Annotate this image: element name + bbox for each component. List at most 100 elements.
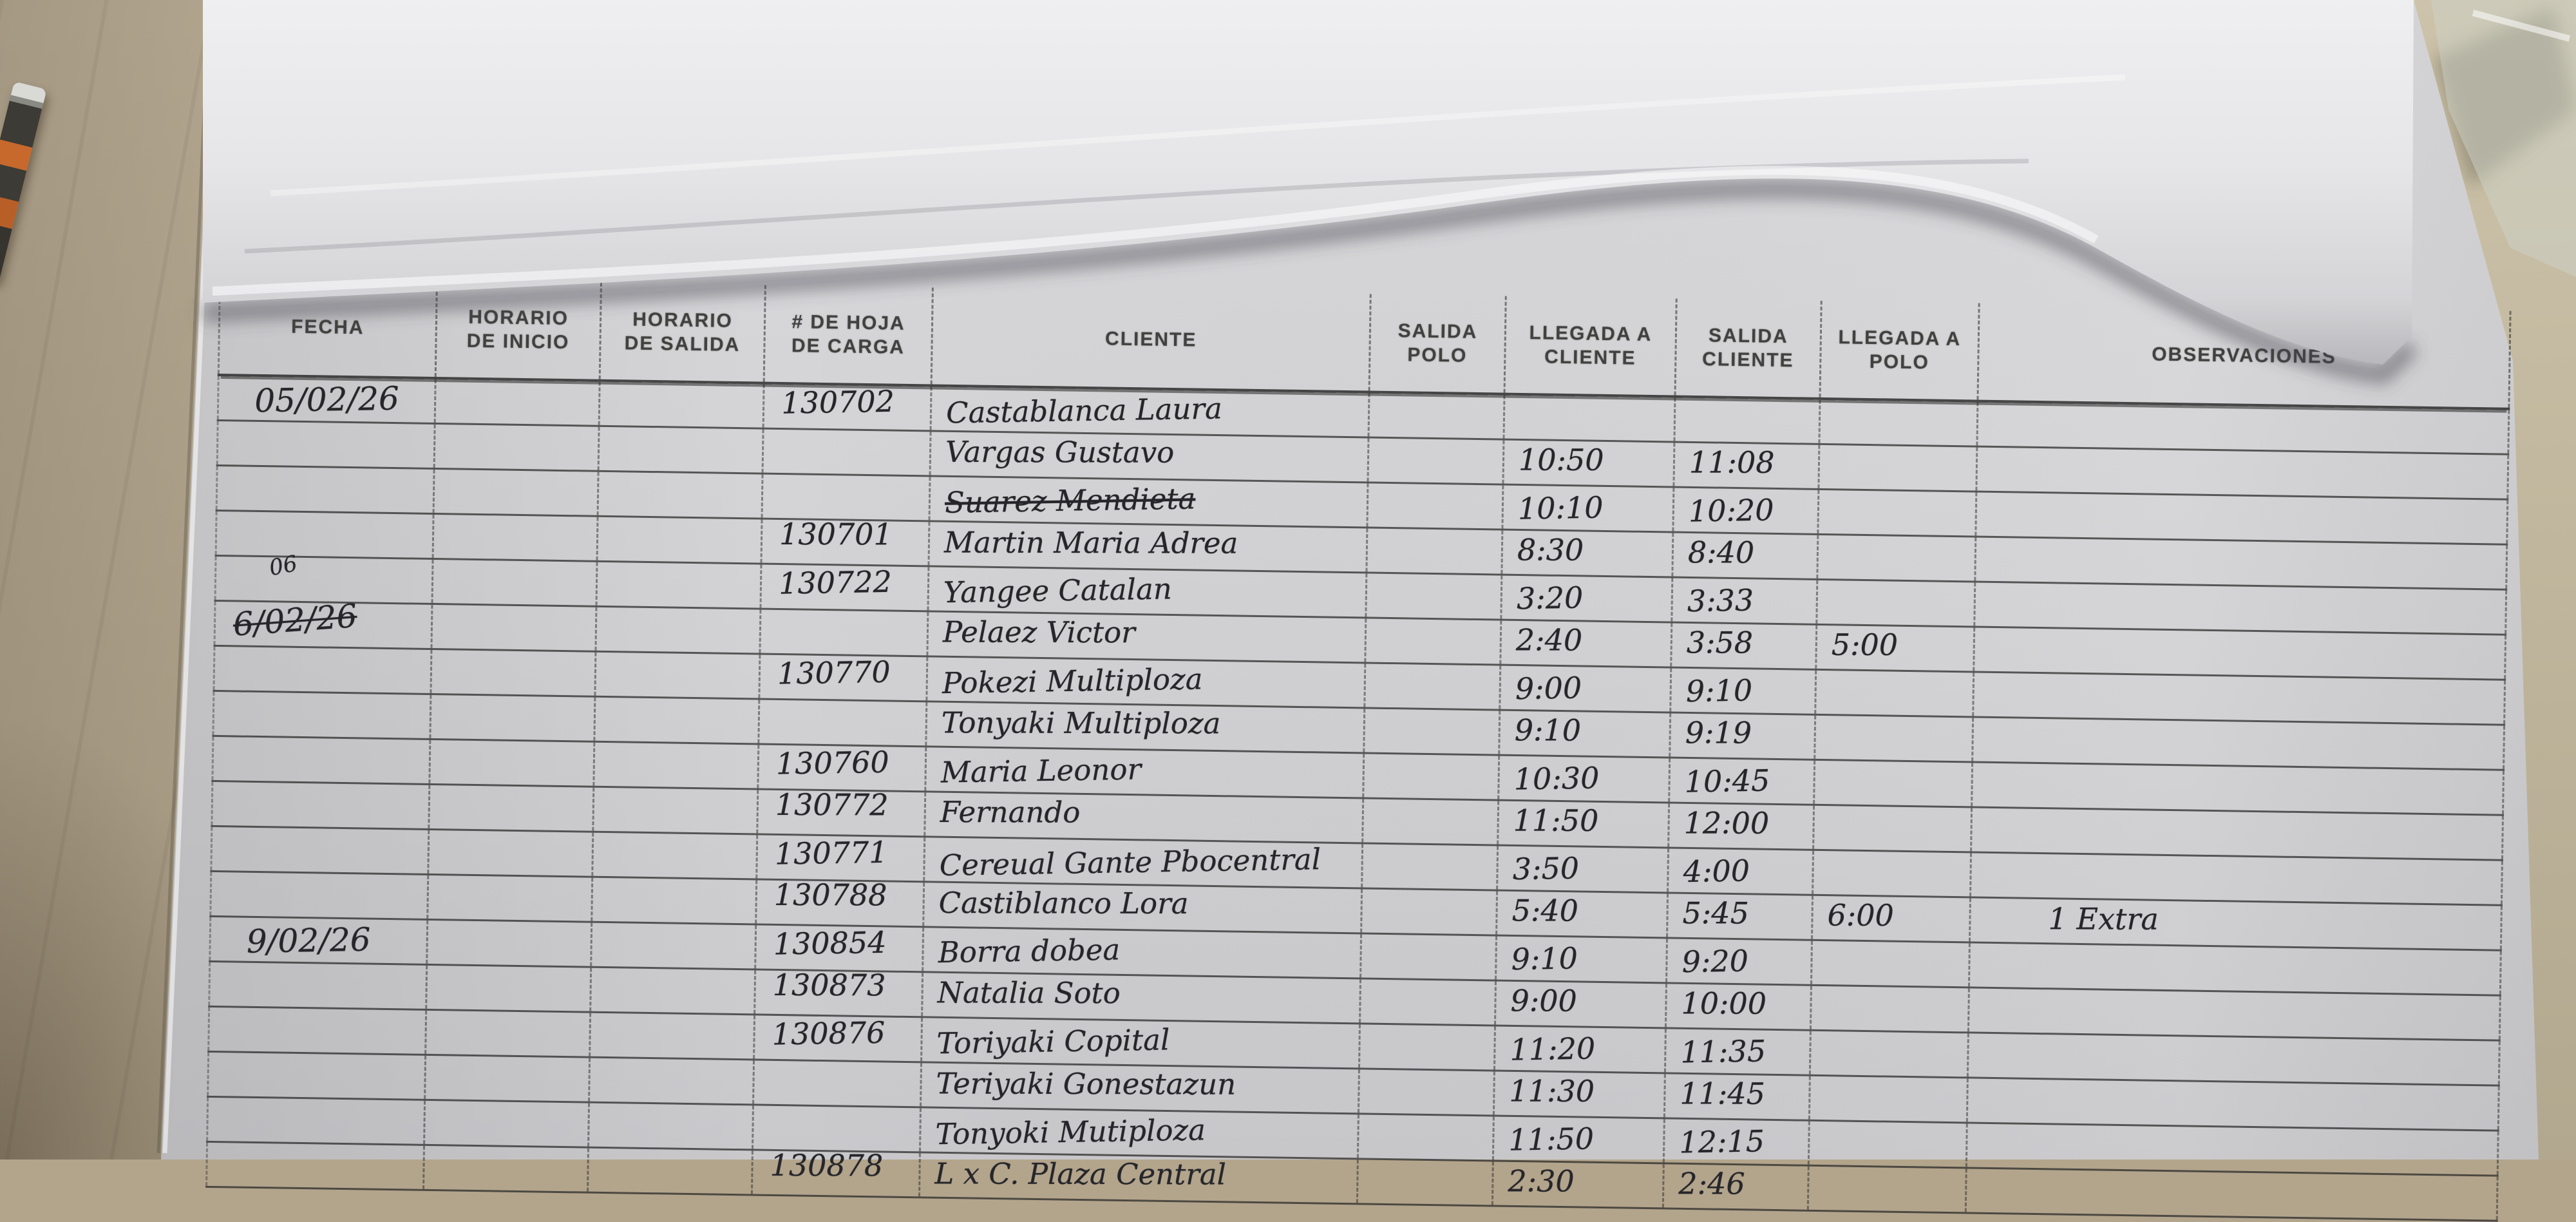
cell-llegada_cliente: 11:50 bbox=[1499, 801, 1671, 847]
cell-salida bbox=[589, 1148, 753, 1194]
cell-salida_cliente: 9:20 bbox=[1667, 939, 1813, 984]
column-header-obs: OBSERVACIONES bbox=[1978, 303, 2512, 408]
cell-cliente: Martin Maria Adrea bbox=[929, 522, 1368, 572]
cell-salida_cliente: 11:45 bbox=[1665, 1074, 1811, 1120]
cell-hoja bbox=[762, 474, 931, 520]
cell-fecha bbox=[209, 872, 430, 919]
handwriting-llegada_cliente: 3:50 bbox=[1512, 850, 1580, 887]
cell-cliente: Pelaez Victor bbox=[928, 612, 1367, 662]
cell-llegada_cliente: 10:50 bbox=[1504, 440, 1676, 486]
cell-llegada_polo bbox=[1820, 399, 1979, 446]
cell-inicio bbox=[435, 379, 601, 425]
log-table: FECHA HORARIO DE INICIO HORARIO DE SALIDA #… bbox=[205, 277, 2512, 1222]
cell-salida bbox=[600, 381, 765, 428]
cell-llegada_cliente bbox=[1504, 395, 1676, 441]
cell-llegada_polo: 5:00 bbox=[1817, 625, 1976, 671]
cell-llegada_polo bbox=[1810, 1076, 1969, 1122]
cell-inicio bbox=[428, 920, 593, 966]
column-header-salida: HORARIO DE SALIDA bbox=[600, 282, 766, 382]
cell-llegada_polo bbox=[1817, 580, 1976, 626]
cell-salida bbox=[591, 1013, 756, 1059]
handwriting-obs: 1 Extra bbox=[2048, 901, 2159, 937]
cell-salida bbox=[596, 607, 762, 653]
cell-llegada_polo bbox=[1809, 1121, 1968, 1167]
cell-cliente: Tonyaki Multiploza bbox=[927, 702, 1366, 752]
column-header-cliente: CLIENTE bbox=[932, 287, 1372, 391]
cell-salida bbox=[593, 832, 759, 879]
cell-llegada_polo bbox=[1816, 670, 1975, 716]
cell-salida_polo bbox=[1366, 618, 1502, 664]
handwriting-cliente: Vargas Gustavo bbox=[945, 434, 1175, 470]
cell-hoja: 130760 bbox=[759, 745, 927, 791]
handwriting-salida_cliente: 9:10 bbox=[1685, 673, 1753, 709]
table-body: 05/02/26 130702 Castablanca Laura Vargas Gu… bbox=[205, 376, 2510, 1222]
cell-cliente: Castiblanco Lora bbox=[924, 883, 1363, 933]
handwriting-salida_cliente: 2:46 bbox=[1678, 1166, 1745, 1201]
handwriting-hoja: 130770 bbox=[777, 654, 891, 691]
handwriting-llegada_cliente: 11:50 bbox=[1508, 1121, 1595, 1158]
cell-obs bbox=[1968, 1033, 2501, 1085]
handwriting-hoja: 130772 bbox=[775, 787, 889, 823]
cell-salida bbox=[597, 562, 762, 608]
cell-obs bbox=[1971, 853, 2503, 904]
handwriting-salida_cliente: 4:00 bbox=[1683, 853, 1750, 890]
cell-salida bbox=[590, 1058, 755, 1104]
handwriting-cliente: Martin Maria Adrea bbox=[943, 525, 1238, 560]
cell-llegada_cliente: 9:00 bbox=[1501, 665, 1672, 712]
cell-llegada_polo bbox=[1814, 850, 1973, 897]
cell-salida_polo bbox=[1367, 528, 1504, 574]
cell-salida_cliente: 4:00 bbox=[1669, 848, 1815, 894]
column-header-llegada_cliente: LLEGADA A CLIENTE bbox=[1505, 296, 1678, 396]
handwriting-cliente: Borra dobea bbox=[938, 932, 1121, 970]
plastic-shine bbox=[2472, 10, 2571, 42]
handwriting-cliente: Toriyaki Copital bbox=[936, 1022, 1170, 1061]
handwriting-cliente: Castablanca Laura bbox=[945, 391, 1223, 430]
cell-fecha bbox=[211, 736, 431, 783]
cell-salida_polo bbox=[1365, 709, 1501, 754]
cell-fecha: 06 bbox=[214, 551, 434, 603]
handwriting-llegada_cliente: 3:20 bbox=[1516, 580, 1584, 616]
handwriting-cliente: Suarez Mendieta bbox=[944, 481, 1196, 520]
cell-salida_polo bbox=[1365, 664, 1502, 709]
cell-llegada_cliente: 5:40 bbox=[1497, 891, 1669, 937]
cell-llegada_polo bbox=[1812, 940, 1971, 987]
cell-hoja bbox=[754, 1060, 923, 1107]
handwriting-salida_cliente: 9:19 bbox=[1685, 715, 1752, 750]
cell-salida_polo bbox=[1358, 1114, 1495, 1160]
handwriting-cliente: Tonyaki Multiploza bbox=[941, 705, 1221, 741]
cell-inicio bbox=[427, 965, 592, 1011]
cell-salida_cliente: 2:46 bbox=[1663, 1164, 1810, 1210]
cell-fecha bbox=[210, 826, 430, 874]
cell-inicio bbox=[430, 785, 595, 831]
cell-hoja: 130788 bbox=[757, 877, 925, 926]
cell-fecha bbox=[216, 421, 436, 468]
cell-salida_cliente: 3:58 bbox=[1672, 623, 1818, 669]
column-header-llegada_polo: LLEGADA A POLO bbox=[1821, 300, 1980, 400]
handwriting-cliente: Castiblanco Lora bbox=[938, 886, 1189, 921]
cell-llegada_cliente: 2:40 bbox=[1501, 620, 1673, 667]
cell-salida_polo bbox=[1363, 799, 1500, 845]
handwriting-salida_cliente: 5:45 bbox=[1682, 895, 1749, 931]
handwriting-llegada_cliente: 10:10 bbox=[1517, 490, 1604, 526]
cell-obs bbox=[1974, 673, 2506, 724]
handwriting-llegada_cliente: 10:30 bbox=[1513, 760, 1600, 797]
handwriting-llegada_polo: 6:00 bbox=[1827, 897, 1894, 933]
cell-llegada_polo bbox=[1808, 1166, 1967, 1212]
handwriting-hoja: 130873 bbox=[772, 967, 886, 1003]
cell-obs bbox=[1976, 537, 2508, 589]
cell-cliente: Tonyoki Mutiploza bbox=[920, 1108, 1359, 1158]
cell-obs bbox=[1967, 1078, 2500, 1130]
cell-fecha bbox=[215, 466, 435, 513]
cell-llegada_cliente: 3:50 bbox=[1498, 846, 1670, 892]
cell-inicio bbox=[431, 649, 597, 696]
cell-salida bbox=[591, 968, 757, 1014]
cell-salida_cliente: 10:45 bbox=[1670, 758, 1816, 804]
cell-llegada_cliente: 9:10 bbox=[1500, 711, 1672, 757]
handwriting-hoja: 130771 bbox=[774, 834, 888, 872]
cell-hoja: 130878 bbox=[752, 1148, 921, 1197]
cell-fecha bbox=[214, 511, 435, 558]
cell-llegada_cliente: 3:20 bbox=[1502, 575, 1674, 622]
cell-llegada_cliente: 9:00 bbox=[1496, 981, 1667, 1027]
cell-llegada_polo: 6:00 bbox=[1813, 895, 1971, 942]
